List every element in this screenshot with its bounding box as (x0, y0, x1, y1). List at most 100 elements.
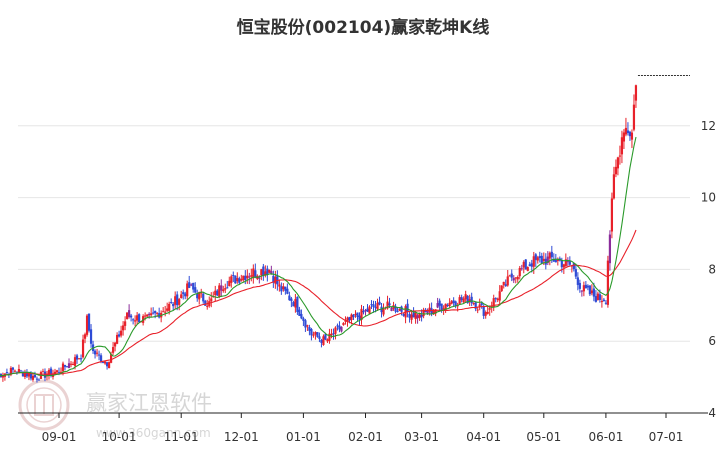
candle-body (11, 367, 15, 370)
candle-body (402, 314, 405, 316)
candle-body (250, 275, 253, 277)
candle-body (534, 254, 537, 260)
candle-body (61, 363, 65, 372)
candle-body (184, 293, 187, 297)
candle-body (420, 314, 423, 318)
candle-body (19, 370, 23, 372)
candle-body (97, 354, 101, 356)
candle-body (462, 298, 465, 303)
candle-body (508, 275, 511, 277)
candle-body (278, 284, 281, 287)
candle-body (5, 372, 9, 374)
candle-body (194, 287, 197, 293)
candle-body (514, 277, 517, 279)
candle-body (436, 303, 439, 308)
candle-body (412, 312, 415, 318)
candle-body (394, 306, 397, 312)
candle-body (524, 259, 527, 270)
candle-body (312, 334, 315, 336)
candle-body (354, 313, 357, 315)
candle-body (196, 293, 199, 299)
candle-body (588, 285, 591, 295)
y-tick-label: 6 (708, 334, 716, 348)
ma-long-line (0, 229, 637, 377)
candle-body (182, 292, 185, 295)
candle-body (362, 310, 365, 313)
candle-body (154, 310, 157, 314)
watermark-url: www.360gann.com (96, 426, 211, 440)
candle-body (398, 308, 401, 311)
candle-body (382, 308, 385, 315)
candle-body (260, 269, 263, 276)
x-tick-label: 01-01 (286, 430, 321, 444)
candle-body (600, 301, 603, 303)
candle-body (602, 299, 605, 302)
candle-body (33, 374, 37, 378)
candle-body (168, 303, 171, 311)
candle-body (308, 326, 311, 331)
candle-body (93, 350, 97, 355)
y-axis: 4 6 8 10 12 (701, 119, 716, 420)
candle-body (540, 255, 543, 264)
candle-body (1, 375, 5, 378)
candle-body (536, 257, 539, 261)
candle-body (500, 285, 503, 291)
candle-body (336, 325, 339, 327)
candle-body (288, 295, 291, 301)
candle-body (544, 258, 547, 265)
candle-body (516, 276, 519, 280)
candle-body (113, 342, 117, 347)
candle-body (107, 362, 111, 368)
candle-body (450, 301, 453, 304)
candle-body (296, 296, 299, 312)
candle-body (330, 334, 333, 336)
x-tick-label: 03-01 (404, 430, 439, 444)
candle-body (83, 334, 87, 339)
candle-body (180, 294, 183, 299)
candle-body (300, 313, 303, 319)
candle-body (578, 282, 581, 289)
candle-body (630, 132, 634, 140)
y-tick-label: 12 (701, 119, 716, 133)
candle-body (146, 314, 149, 317)
candle-body (494, 297, 497, 299)
candle-body (326, 339, 329, 342)
candle-body (406, 303, 409, 312)
candle-body (506, 276, 509, 286)
candle-body (174, 296, 177, 305)
candle-body (148, 313, 151, 316)
candle-body (504, 284, 507, 287)
candle-body (530, 263, 533, 267)
candle-body (334, 327, 337, 334)
candle-body (286, 288, 289, 294)
candle-body (152, 312, 155, 314)
candle-body (562, 264, 565, 268)
candle-body (188, 282, 191, 288)
candles (0, 84, 638, 383)
candle-body (81, 339, 85, 358)
candle-body (572, 263, 575, 270)
x-tick-label: 10-01 (102, 430, 137, 444)
candle-body (266, 268, 269, 275)
candle-body (132, 319, 135, 321)
candle-body (496, 298, 499, 300)
candle-body (230, 276, 233, 283)
candle-body (136, 315, 139, 321)
candle-body (23, 373, 27, 377)
candle-body (89, 329, 93, 344)
candle-body (348, 316, 351, 321)
candle-body (276, 275, 279, 285)
candle-body (172, 303, 175, 307)
candle-body (242, 275, 245, 280)
candle-body (53, 371, 57, 374)
candle-body (548, 252, 551, 259)
candle-body (612, 174, 616, 199)
candle-body (574, 269, 577, 277)
candle-body (210, 298, 213, 302)
candle-body (590, 290, 593, 294)
candle-body (352, 314, 355, 318)
candle-body (532, 256, 535, 267)
candle-body (452, 300, 455, 303)
candle-body (150, 313, 153, 316)
candle-body (101, 361, 105, 363)
